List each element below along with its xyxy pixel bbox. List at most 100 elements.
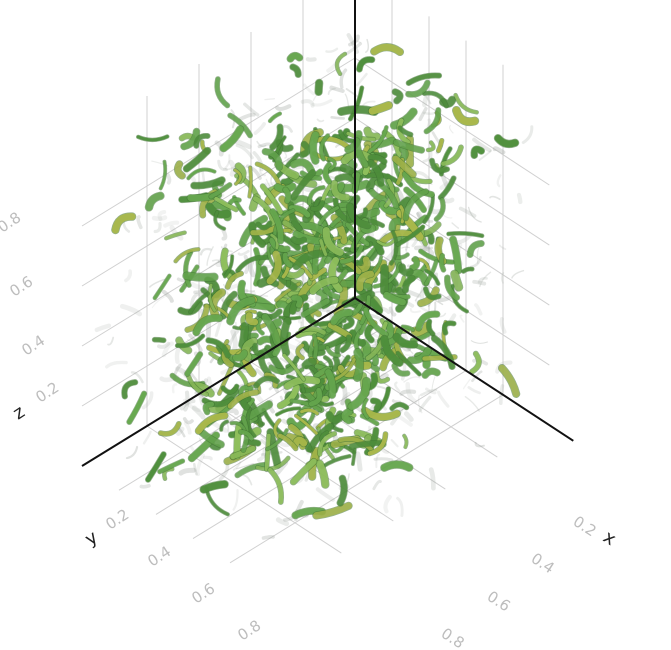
- haze-strand: [499, 317, 507, 334]
- isosurface-tube: [240, 395, 251, 410]
- haze-strand: [472, 137, 492, 153]
- isosurface-tube: [353, 348, 364, 382]
- haze-strand: [471, 370, 483, 383]
- isosurface-tube: [434, 198, 446, 222]
- isosurface-tube: [383, 291, 406, 306]
- isosurface-tube: [431, 335, 455, 370]
- isosurface-tube: [389, 218, 405, 232]
- isosurface-tube: [442, 321, 456, 335]
- isosurface-tube: [285, 268, 305, 279]
- isosurface-tube: [376, 238, 396, 246]
- isosurface-tube: [290, 64, 301, 78]
- isosurface-tube: [214, 196, 238, 212]
- isosurface-tube: [242, 357, 257, 377]
- isosurface-tube: [370, 43, 404, 56]
- isosurface-tube: [202, 397, 235, 407]
- isosurface-tube: [310, 200, 325, 211]
- isosurface-tube: [153, 274, 171, 300]
- haze-strand: [498, 244, 507, 250]
- isosurface-tube: [365, 236, 385, 256]
- haze-strand: [469, 256, 482, 269]
- isosurface-tube: [253, 376, 280, 389]
- isosurface-tube: [312, 502, 352, 519]
- haze-strand: [383, 494, 392, 514]
- isosurface-tubes-layer: [111, 43, 521, 520]
- isosurface-tube: [307, 185, 325, 206]
- isosurface-tube: [252, 343, 267, 356]
- haze-strand: [136, 215, 143, 230]
- haze-strand: [472, 279, 487, 286]
- isosurface-tube: [175, 334, 205, 348]
- x-tick-label: 0.2: [570, 512, 600, 540]
- isosurface-tube: [325, 345, 341, 358]
- isosurface-tube: [436, 138, 444, 153]
- haze-strand: [470, 340, 488, 344]
- haze-strand: [474, 303, 483, 316]
- isosurface-tube: [309, 131, 319, 165]
- isosurface-tube: [246, 407, 256, 438]
- isosurface-tube: [230, 421, 246, 432]
- isosurface-tube: [367, 125, 388, 154]
- isosurface-tube: [152, 337, 166, 343]
- haze-strand: [459, 314, 465, 323]
- haze-strand: [464, 396, 480, 412]
- haze-strand: [476, 247, 480, 264]
- isosurface-tube: [389, 402, 409, 411]
- haze-strand: [451, 222, 460, 229]
- haze-strand: [431, 376, 436, 391]
- isosurface-tube: [424, 269, 440, 286]
- x-tick-label: 0.4: [528, 549, 558, 577]
- haze-strand: [467, 206, 482, 223]
- haze-strand: [403, 376, 421, 383]
- haze-strand: [390, 438, 399, 448]
- isosurface-tube: [145, 451, 166, 482]
- isosurface-tube: [238, 429, 254, 441]
- isosurface-tube: [195, 412, 228, 435]
- isosurface-tube: [335, 52, 347, 76]
- isosurface-tube: [190, 176, 225, 189]
- isosurface-tube: [238, 322, 249, 349]
- isosurface-tube: [233, 168, 242, 186]
- isosurface-tube: [111, 213, 136, 234]
- y-tick-label: 0.8: [234, 616, 264, 644]
- axes-layer: [81, 0, 574, 467]
- y-axis-line: [81, 297, 356, 467]
- isosurface-tube: [183, 147, 211, 172]
- isosurface-tube: [393, 139, 425, 153]
- isosurface-tube: [349, 440, 385, 450]
- isosurface-tube: [208, 283, 216, 312]
- haze-strand: [275, 517, 290, 527]
- isosurface-tube: [257, 336, 275, 345]
- haze-strand: [396, 496, 404, 518]
- isosurface-tube: [328, 256, 343, 293]
- haze-strand: [157, 210, 167, 221]
- haze-strand: [179, 398, 196, 411]
- haze-strand: [94, 323, 112, 333]
- isosurface-tube: [291, 236, 307, 245]
- isosurface-tube: [274, 153, 300, 180]
- isosurface-tube: [426, 141, 436, 152]
- isosurface-tube: [461, 267, 474, 274]
- isosurface-tube: [361, 407, 401, 421]
- haze-strand: [394, 381, 401, 393]
- isosurface-tube: [338, 436, 374, 452]
- haze-strand: [422, 151, 433, 163]
- isosurface-tube: [266, 250, 282, 285]
- haze-strand: [221, 228, 228, 241]
- isosurface-tube: [290, 458, 317, 485]
- isosurface-tube: [308, 387, 323, 407]
- isosurface-tube: [183, 250, 193, 288]
- haze-strand: [236, 463, 254, 470]
- isosurface-tube: [441, 145, 464, 166]
- isosurface-tube: [426, 319, 435, 337]
- isosurface-tube: [228, 113, 253, 138]
- isosurface-tube: [215, 76, 230, 108]
- isosurface-tube: [270, 233, 279, 250]
- haze-strand: [124, 269, 133, 283]
- x-axis-line: [354, 297, 574, 442]
- haze-strand: [295, 202, 305, 206]
- isosurface-tube: [319, 239, 328, 257]
- isosurface-tube: [338, 129, 355, 143]
- isosurface-tube: [255, 456, 290, 471]
- isosurface-tube: [351, 448, 357, 466]
